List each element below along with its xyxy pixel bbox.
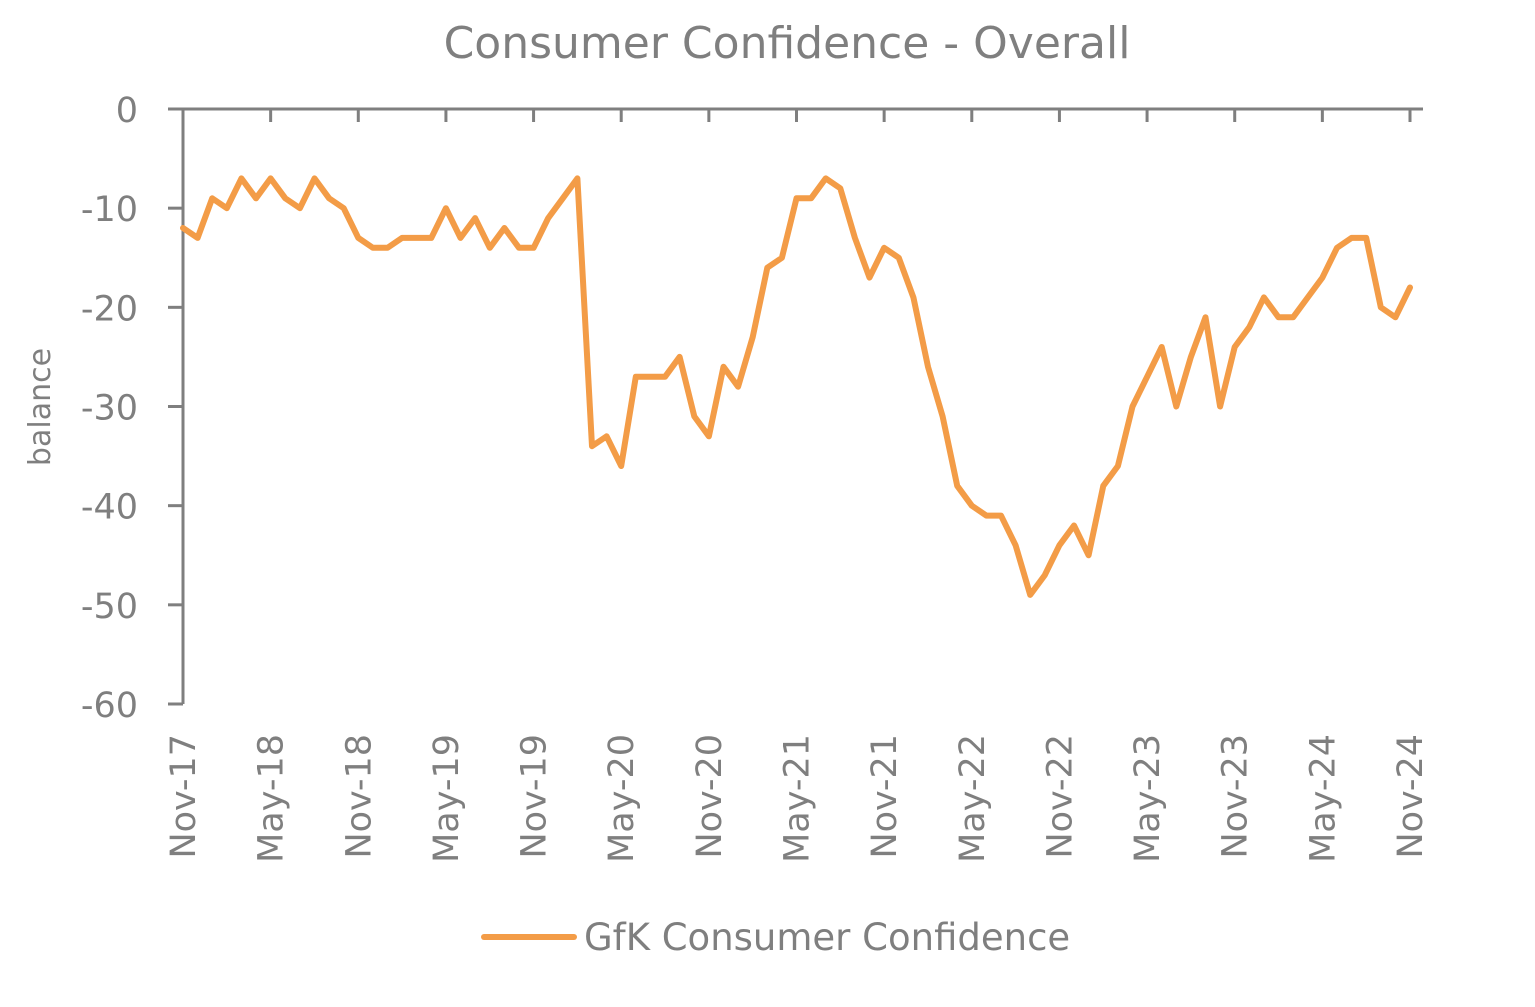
x-tick-label: Nov-24	[1391, 734, 1431, 859]
y-tick-label: -40	[81, 488, 138, 528]
chart-title: Consumer Confidence - Overall	[444, 18, 1131, 69]
y-axis-label: balance	[23, 348, 58, 466]
series-group	[180, 175, 1413, 598]
x-tick-label: May-20	[602, 734, 642, 863]
x-tick-label: May-22	[953, 734, 993, 863]
x-tick-label: Nov-18	[339, 734, 379, 859]
axes	[168, 107, 1423, 704]
y-axis-ticks: 0 -10 -20 -30 -40 -50 -60	[81, 91, 183, 726]
x-tick-label: Nov-22	[1040, 734, 1080, 859]
x-tick-label: Nov-19	[515, 734, 555, 859]
y-tick-label: -30	[81, 389, 138, 429]
x-tick-label: May-18	[252, 734, 292, 863]
x-tick-label: May-23	[1128, 734, 1168, 863]
series-line	[180, 175, 1413, 598]
y-tick-label: -50	[81, 587, 138, 627]
x-tick-label: May-24	[1303, 734, 1343, 863]
y-tick-label: -20	[81, 289, 138, 329]
y-tick-label: -60	[81, 686, 138, 726]
legend-label: GfK Consumer Confidence	[584, 916, 1070, 959]
x-tick-label: May-19	[427, 734, 467, 863]
x-tick-label: Nov-20	[690, 734, 730, 859]
y-tick-label: -10	[81, 190, 138, 230]
x-tick-label: May-21	[778, 734, 818, 863]
x-tick-label: Nov-17	[164, 734, 204, 859]
legend: GfK Consumer Confidence	[481, 916, 1070, 959]
x-axis-ticks: Nov-17 May-18 Nov-18 May-19 Nov-19 May-20 Nov-…	[164, 109, 1431, 863]
y-tick-label: 0	[116, 91, 138, 131]
x-tick-label: Nov-23	[1216, 734, 1256, 859]
x-tick-label: Nov-21	[865, 734, 905, 859]
